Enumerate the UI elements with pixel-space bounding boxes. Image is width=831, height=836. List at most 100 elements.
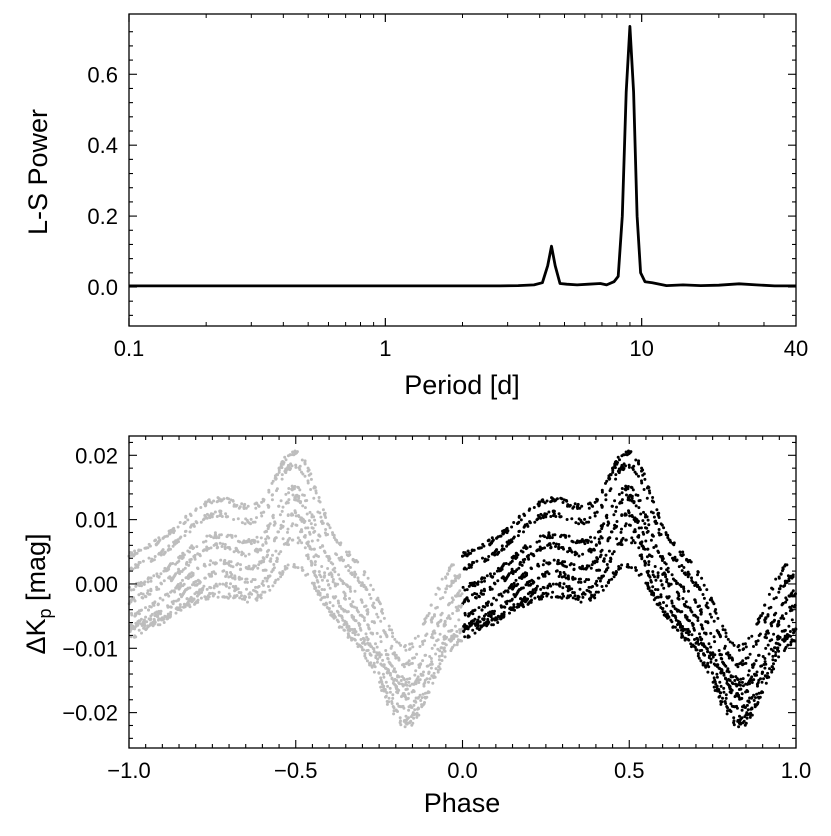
data-point	[487, 611, 490, 615]
data-point-repeat	[450, 600, 454, 604]
data-point-repeat	[443, 649, 447, 653]
data-point	[678, 583, 682, 587]
data-point	[604, 481, 607, 485]
data-point	[662, 526, 666, 530]
data-point	[721, 628, 725, 632]
data-point-repeat	[416, 634, 420, 638]
data-point	[540, 597, 543, 601]
data-point	[622, 467, 626, 470]
data-point	[473, 622, 477, 626]
data-point-repeat	[442, 646, 446, 650]
data-point-repeat	[347, 550, 351, 554]
data-point-repeat	[319, 575, 323, 579]
data-point	[643, 522, 647, 526]
data-point-repeat	[136, 563, 140, 567]
data-point	[490, 602, 494, 606]
data-point-repeat	[384, 653, 388, 657]
data-point-repeat	[146, 580, 150, 584]
data-point-repeat	[386, 671, 390, 675]
data-point-repeat	[302, 535, 306, 539]
data-point	[561, 586, 565, 590]
data-point-repeat	[305, 499, 309, 502]
data-point	[647, 523, 651, 527]
data-point-repeat	[447, 638, 451, 642]
data-point-repeat	[456, 607, 460, 611]
data-point	[774, 611, 778, 615]
data-point	[783, 634, 787, 638]
data-point-repeat	[410, 690, 414, 694]
data-point	[552, 541, 556, 545]
data-point	[525, 581, 529, 584]
data-point-repeat	[296, 541, 300, 545]
data-point	[701, 593, 705, 596]
data-point-repeat	[169, 590, 173, 594]
data-point-repeat	[262, 583, 265, 587]
data-point	[646, 569, 650, 573]
data-point	[483, 579, 486, 583]
data-point	[744, 645, 748, 649]
data-point-repeat	[366, 638, 370, 642]
data-point-repeat	[143, 594, 147, 598]
data-point-repeat	[192, 581, 196, 584]
data-point	[750, 707, 754, 711]
data-point	[766, 643, 770, 647]
data-point-repeat	[414, 681, 418, 685]
data-point	[688, 606, 692, 610]
data-point	[704, 665, 708, 669]
data-point	[564, 499, 568, 502]
data-point-repeat	[363, 654, 367, 658]
data-point	[754, 659, 758, 663]
data-point-repeat	[382, 675, 386, 679]
data-point	[606, 566, 610, 570]
data-point-repeat	[243, 580, 247, 584]
data-point	[633, 541, 637, 545]
data-point	[598, 568, 602, 572]
data-point-repeat	[176, 525, 180, 529]
data-point-repeat	[334, 552, 338, 556]
data-point-repeat	[309, 477, 313, 481]
data-point-repeat	[443, 623, 447, 627]
data-point	[737, 644, 741, 647]
data-point-repeat	[142, 581, 145, 585]
data-point-repeat	[321, 508, 325, 512]
data-point	[587, 578, 591, 582]
data-point-repeat	[403, 644, 407, 647]
data-point	[748, 715, 752, 719]
data-point-repeat	[163, 550, 167, 554]
data-point	[574, 597, 578, 601]
data-point	[682, 571, 686, 575]
data-point	[766, 613, 770, 617]
data-point	[587, 585, 591, 589]
data-point-repeat	[387, 700, 391, 704]
data-point-repeat	[198, 588, 202, 592]
data-point-repeat	[282, 520, 285, 523]
data-point-repeat	[250, 567, 254, 570]
data-point	[688, 559, 692, 562]
data-point-repeat	[331, 533, 335, 537]
data-point-repeat	[240, 553, 244, 557]
data-point-repeat	[445, 584, 449, 588]
data-point	[571, 591, 575, 594]
data-point	[620, 543, 624, 547]
data-point	[657, 528, 661, 531]
data-point	[679, 622, 682, 626]
data-point	[755, 622, 759, 626]
data-point	[724, 631, 728, 635]
data-point-repeat	[337, 556, 341, 560]
data-point-repeat	[323, 551, 327, 554]
data-point-repeat	[229, 575, 233, 578]
data-point-repeat	[395, 702, 399, 706]
data-point	[662, 601, 665, 604]
data-point-repeat	[366, 608, 370, 612]
data-point-repeat	[273, 537, 277, 541]
data-point	[634, 504, 638, 508]
data-point	[670, 573, 674, 577]
data-point	[676, 623, 679, 627]
data-point	[577, 554, 581, 558]
data-point-repeat	[186, 549, 190, 553]
periodogram-frame	[128, 13, 797, 327]
data-point	[614, 477, 618, 481]
data-point	[519, 549, 523, 553]
data-point-repeat	[419, 672, 423, 676]
data-point-repeat	[172, 599, 176, 603]
